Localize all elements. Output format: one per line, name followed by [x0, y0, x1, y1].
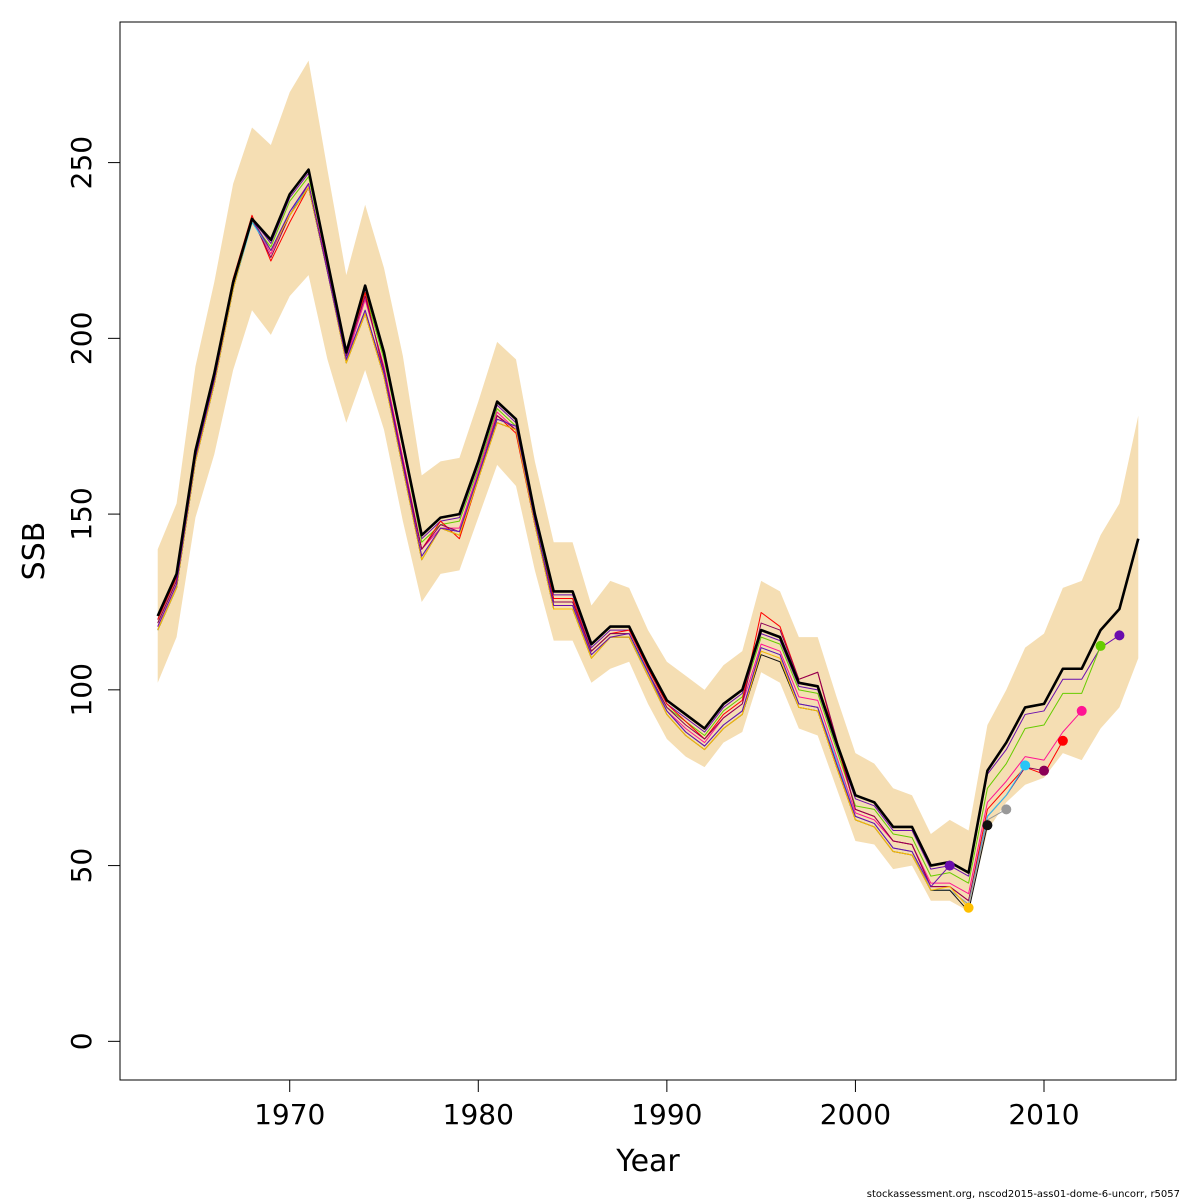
y-tick-label: 100: [65, 663, 98, 716]
terminal-point-2014: [1114, 630, 1125, 641]
x-tick-label: 2000: [820, 1098, 891, 1131]
terminal-point-2011: [1057, 735, 1068, 746]
x-tick-label: 1980: [443, 1098, 514, 1131]
confidence-band-layer: [157, 60, 1139, 912]
y-axis: 0 50 100 150 200 250: [65, 136, 121, 1050]
series-line-peel-2012: [157, 183, 1083, 895]
x-tick-label: 1990: [631, 1098, 702, 1131]
x-axis-title: Year: [615, 1144, 680, 1179]
terminal-point-2006: [963, 902, 974, 913]
series-line-peel-2006: [157, 186, 969, 909]
series-line-peel-2005: [157, 183, 951, 888]
terminal-point-2009: [1020, 760, 1031, 771]
terminal-point-2010: [1039, 765, 1049, 776]
x-tick-label: 2010: [1008, 1098, 1079, 1131]
confidence-band: [157, 60, 1139, 912]
x-tick-label: 1970: [254, 1098, 325, 1131]
y-tick-label: 0: [65, 1032, 98, 1050]
y-tick-label: 200: [65, 312, 98, 365]
terminal-point-2005: [944, 860, 955, 871]
footer-credit: stockassessment.org, nscod2015-ass01-dom…: [867, 1189, 1180, 1200]
y-tick-label: 150: [65, 487, 98, 540]
series-line-peel-2011: [157, 186, 1064, 902]
terminal-point-2013: [1095, 640, 1106, 651]
terminal-point-2007: [982, 820, 993, 831]
y-axis-title: SSB: [17, 522, 52, 581]
x-axis: 1970 1980 1990 2000 2010: [254, 1079, 1080, 1131]
series-line-main: [156, 168, 1140, 874]
series-lines-layer: [156, 168, 1140, 912]
terminal-points-layer: [944, 630, 1125, 913]
y-tick-label: 250: [65, 136, 98, 189]
y-tick-label: 50: [65, 848, 98, 884]
terminal-point-2012: [1076, 705, 1087, 716]
terminal-point-2008: [1001, 804, 1012, 815]
